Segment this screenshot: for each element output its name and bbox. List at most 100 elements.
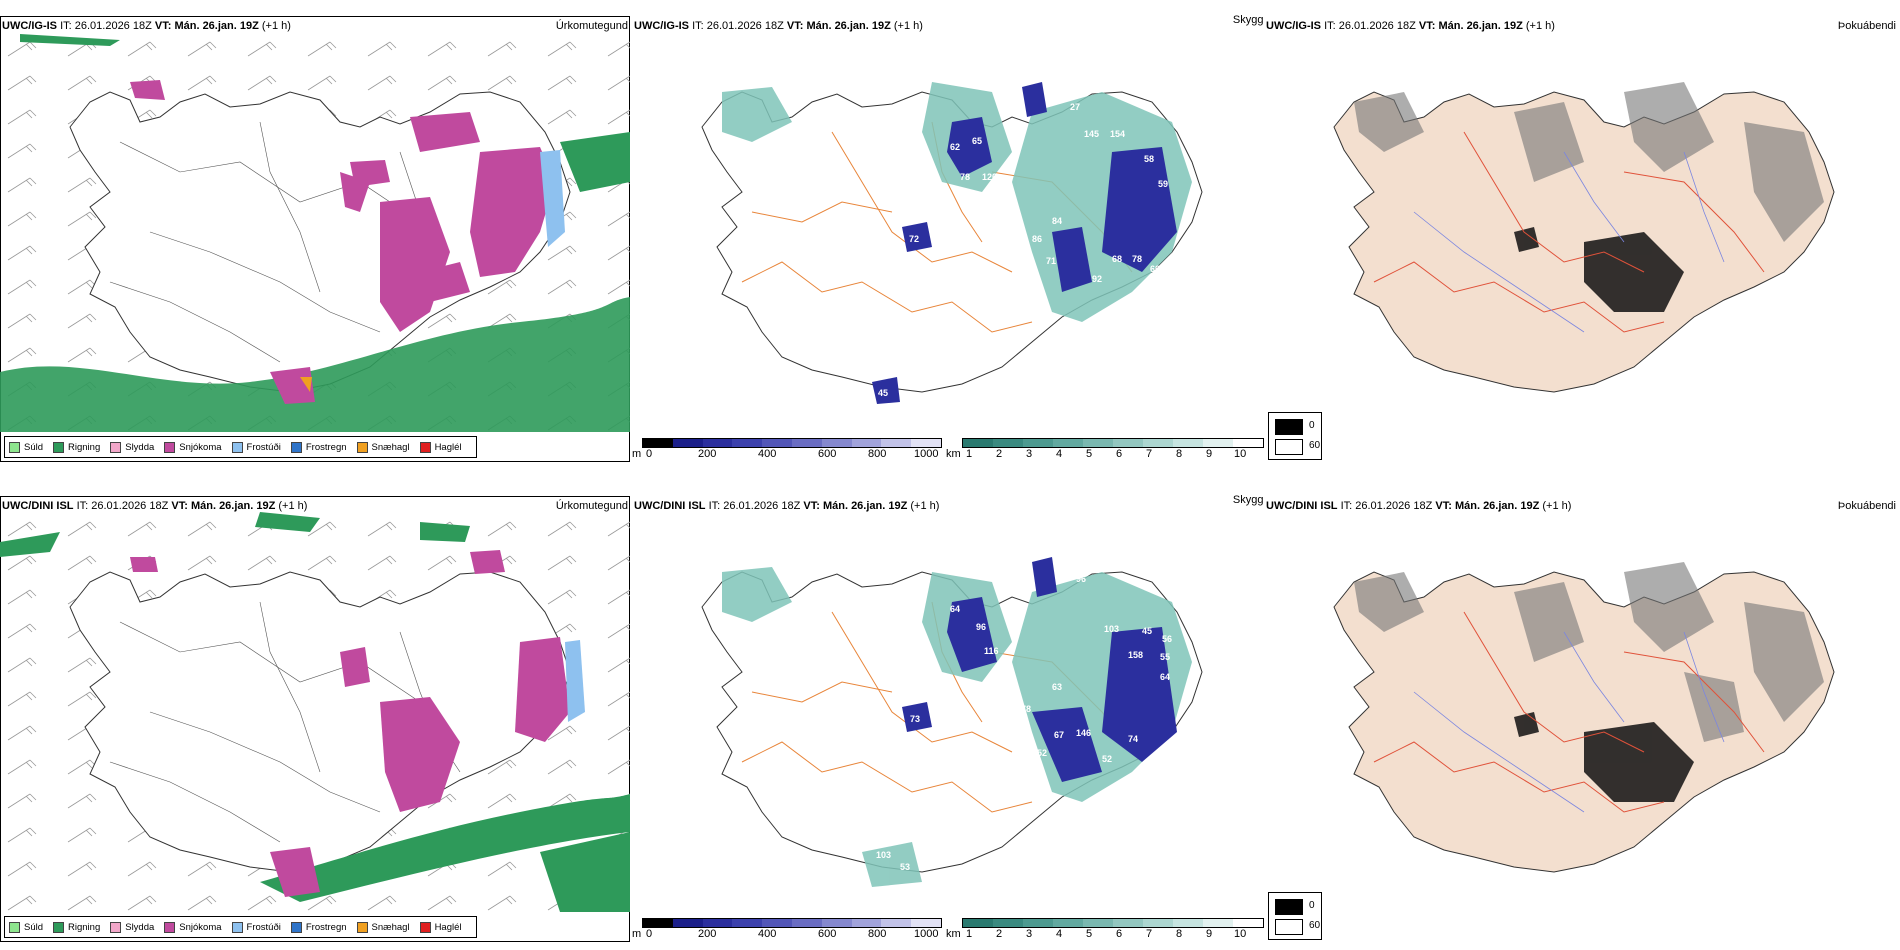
valid-time: Mán. 26.jan. 19Z: [190, 500, 276, 512]
lead-time: (+1 h): [1542, 500, 1572, 512]
visibility-tick: 1: [966, 448, 973, 460]
lead-time: (+1 h): [1525, 20, 1555, 32]
lead-time: (+1 h): [893, 20, 923, 32]
visibility-label: 120: [982, 172, 997, 182]
panel-title: UWC/IG-IS IT: 26.01.2026 18Z VT: Mán. 26…: [634, 20, 923, 32]
legend-item-hail: Haglél: [419, 921, 462, 933]
visibility-tick: 9: [1206, 448, 1213, 460]
init-label: IT:: [76, 500, 89, 512]
valid-label: VT:: [1435, 500, 1452, 512]
fog-legend: 0 60: [1268, 892, 1322, 940]
height-tick: 800: [868, 448, 887, 460]
visibility-tick: 9: [1206, 928, 1213, 940]
visibility-label: 55: [1160, 652, 1170, 662]
height-unit: m: [632, 448, 642, 460]
variable-name: Úrkomutegund: [555, 20, 628, 32]
valid-label: VT:: [1418, 20, 1436, 32]
visibility-panel: UWC/DINI ISL IT: 26.01.2026 18Z VT: Mán.…: [632, 480, 1264, 950]
visibility-tick: 10: [1234, 448, 1247, 460]
valid-time: Mán. 26.jan. 19Z: [1454, 500, 1540, 512]
init-time: 26.01.2026 18Z: [1338, 20, 1416, 32]
visibility-label: 103: [1104, 624, 1119, 634]
valid-label: VT:: [154, 20, 172, 32]
legend-item-drizzle: Súld: [9, 921, 43, 933]
precip-type-legend: Súld Rigning Slydda Snjókoma Frostúði Fr…: [4, 436, 477, 458]
visibility-label: 86: [1032, 234, 1042, 244]
visibility-colorbar-bar: [962, 438, 1264, 448]
lead-time: (+1 h): [910, 500, 940, 512]
precip-type-legend: Súld Rigning Slydda Snjókoma Frostúði Fr…: [4, 916, 477, 938]
legend-item-drizzle: Súld: [9, 441, 43, 453]
fog-legend-swatch-light: [1275, 919, 1303, 935]
legend-item-sleet: Slydda: [110, 441, 154, 453]
visibility-map: 73 64 96 116 178 63 92 152 67 146 52 74 …: [701, 557, 1203, 887]
visibility-label: 64: [1160, 672, 1170, 682]
init-time: 26.01.2026 18Z: [706, 20, 784, 32]
visibility-label: 78: [960, 172, 970, 182]
visibility-label: 74: [1128, 734, 1138, 744]
legend-item-snow-pellets: Snæhagl: [356, 441, 410, 453]
visibility-label: 92: [1092, 274, 1102, 284]
visibility-label: 64: [950, 604, 960, 614]
visibility-label: 27: [1070, 102, 1080, 112]
height-tick: 600: [818, 448, 837, 460]
height-tick: 0: [646, 448, 653, 460]
visibility-label: 68: [1112, 254, 1122, 264]
height-tick: 1000: [914, 928, 939, 940]
visibility-label: 71: [1046, 256, 1056, 266]
visibility-label: 67: [1054, 730, 1064, 740]
valid-time: Mán. 26.jan. 19Z: [1438, 20, 1523, 32]
height-tick: 400: [758, 928, 777, 940]
visibility-label: 146: [1076, 728, 1091, 738]
legend-swatch: [53, 921, 65, 933]
visibility-label: 62: [950, 142, 960, 152]
model-name: UWC/IG-IS: [634, 20, 689, 32]
valid-time: Mán. 26.jan. 19Z: [174, 20, 259, 32]
visibility-label: 92: [1012, 732, 1022, 742]
visibility-label: 60: [1150, 264, 1160, 274]
legend-item-hail: Haglél: [419, 441, 462, 453]
legend-item-sleet: Slydda: [110, 921, 154, 933]
visibility-tick: 7: [1146, 928, 1153, 940]
visibility-label: 178: [1016, 704, 1031, 714]
lead-time: (+1 h): [261, 20, 291, 32]
legend-swatch: [290, 921, 302, 933]
init-label: IT:: [60, 20, 72, 32]
variable-name: Þokuábendi: [1837, 20, 1896, 32]
height-tick: 600: [818, 928, 837, 940]
fog-legend-label: 0: [1309, 420, 1315, 431]
visibility-colorbar: km 1 2 3 4 5 6 7 8 9 10: [946, 918, 1266, 946]
lead-time: (+1 h): [278, 500, 308, 512]
height-colorbar-bar: [642, 438, 942, 448]
legend-swatch: [231, 921, 243, 933]
height-tick: 400: [758, 448, 777, 460]
model-name: UWC/DINI ISL: [634, 500, 706, 512]
panel-title: UWC/DINI ISL IT: 26.01.2026 18Z VT: Mán.…: [2, 500, 307, 512]
visibility-colorbar-bar: [962, 918, 1264, 928]
precip-type-panel: UWC/IG-IS IT: 26.01.2026 18Z VT: Mán. 26…: [0, 0, 632, 470]
visibility-label: 96: [1076, 574, 1086, 584]
height-colorbar: m 0 200 400 600 800 1000: [632, 918, 942, 946]
visibility-tick: 6: [1116, 448, 1123, 460]
visibility-label: 52: [1102, 754, 1112, 764]
height-colorbar: m 0 200 400 600 800 1000: [632, 438, 942, 466]
model-name: UWC/IG-IS: [1266, 20, 1321, 32]
fog-legend-label: 0: [1309, 900, 1315, 911]
visibility-tick: 5: [1086, 928, 1093, 940]
init-label: IT:: [1324, 20, 1336, 32]
visibility-tick: 2: [996, 928, 1003, 940]
visibility-tick: 2: [996, 448, 1003, 460]
fog-panel: UWC/IG-IS IT: 26.01.2026 18Z VT: Mán. 26…: [1264, 0, 1900, 470]
visibility-label: 152: [1032, 748, 1047, 758]
init-label: IT:: [692, 20, 704, 32]
height-tick: 0: [646, 928, 653, 940]
height-tick: 1000: [914, 448, 939, 460]
init-label: IT:: [1340, 500, 1353, 512]
fog-map: [1333, 562, 1835, 873]
fog-panel: UWC/DINI ISL IT: 26.01.2026 18Z VT: Mán.…: [1264, 480, 1900, 950]
panel-title: UWC/IG-IS IT: 26.01.2026 18Z VT: Mán. 26…: [1266, 20, 1555, 32]
legend-swatch: [53, 441, 65, 453]
visibility-label: 63: [1052, 682, 1062, 692]
fog-legend-label: 60: [1309, 920, 1321, 931]
visibility-label: 138: [987, 192, 1002, 202]
